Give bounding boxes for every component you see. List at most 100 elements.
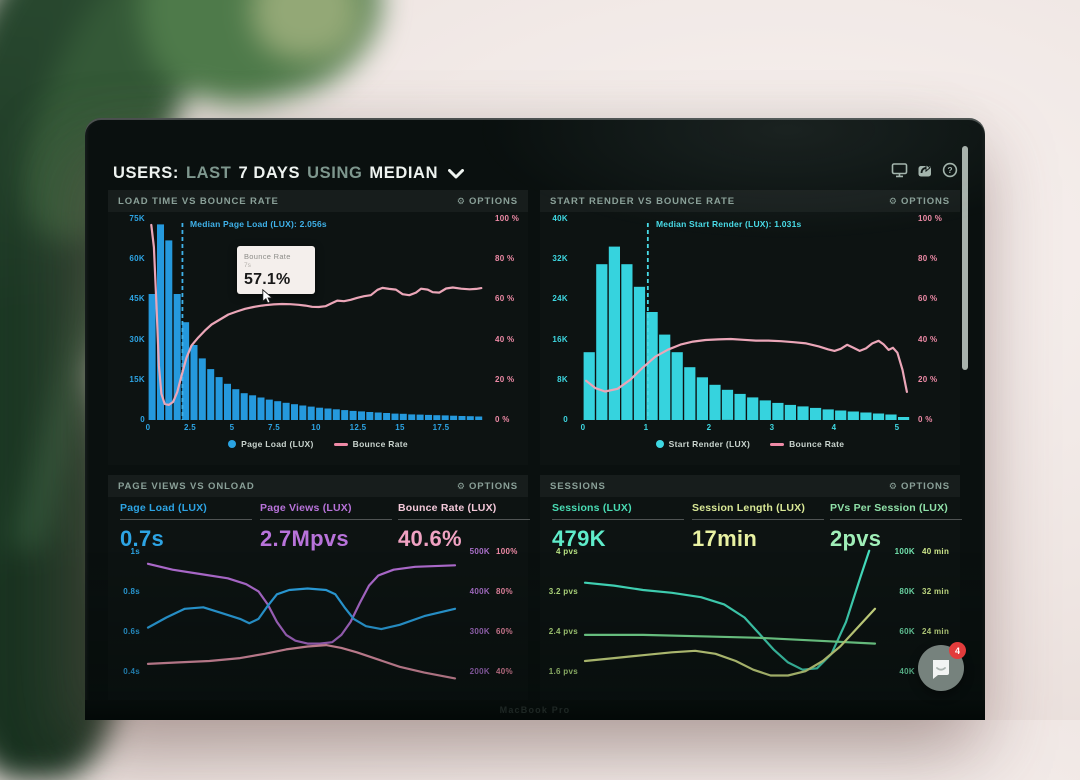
median-annotation: Median Start Render (LUX): 1.031s xyxy=(656,219,802,229)
y-axis-tick: 80% xyxy=(496,587,513,596)
x-axis-tick: 5 xyxy=(894,423,900,432)
chart-legend: Page Load (LUX) Bounce Rate xyxy=(108,439,528,449)
gear-icon: ⚙ xyxy=(456,480,465,491)
header-range: 7 DAYS xyxy=(238,163,301,182)
y-axis-tick: 60 % xyxy=(495,294,515,303)
x-axis-tick: 2 xyxy=(706,423,712,432)
y-axis-tick: 20 % xyxy=(495,375,515,384)
header-using: USING xyxy=(307,163,363,182)
y-axis-tick: 1s xyxy=(130,547,140,556)
start-render-histogram[interactable] xyxy=(540,190,960,465)
hover-tooltip: Bounce Rate 7s 57.1% xyxy=(237,246,315,294)
chart-legend: Start Render (LUX) Bounce Rate xyxy=(540,439,960,449)
x-axis-tick: 15 xyxy=(395,423,405,432)
y-axis-tick: 0 xyxy=(563,415,568,424)
y-axis-tick: 4 pvs xyxy=(556,547,578,556)
options-button[interactable]: ⚙ OPTIONS xyxy=(888,480,950,492)
help-icon[interactable]: ? xyxy=(942,162,958,178)
panel-page-views-vs-onload: PAGE VIEWS VS ONLOAD ⚙ OPTIONS Page Load… xyxy=(108,475,530,700)
panel-title: PAGE VIEWS VS ONLOAD xyxy=(118,480,255,492)
y-axis-tick: 300K xyxy=(469,627,490,636)
share-icon[interactable] xyxy=(917,162,933,178)
panel-title: SESSIONS xyxy=(550,480,606,492)
y-axis-tick: 20 % xyxy=(918,375,938,384)
legend-dot-icon xyxy=(655,440,664,448)
gear-icon: ⚙ xyxy=(888,480,897,491)
y-axis-tick: 45K xyxy=(129,294,145,303)
panel-sessions: SESSIONS ⚙ OPTIONS Sessions (LUX) 479K S… xyxy=(540,475,962,700)
y-axis-tick: 40K xyxy=(899,667,915,676)
y-axis-tick: 30K xyxy=(129,335,145,344)
legend-dot-icon xyxy=(228,440,237,448)
y-axis-tick: 8K xyxy=(557,375,568,384)
x-axis-tick: 7.5 xyxy=(267,423,281,432)
y-axis-tick: 80 % xyxy=(495,254,515,263)
y-axis-tick: 0.6s xyxy=(123,627,140,636)
y-axis-tick: 80K xyxy=(899,587,915,596)
x-axis-tick: 12.5 xyxy=(349,423,367,432)
y-axis-tick: 24K xyxy=(552,294,568,303)
panel-load-time-vs-bounce-rate: LOAD TIME VS BOUNCE RATE ⚙ OPTIONS 75K 6… xyxy=(108,190,528,465)
y-axis-tick: 16K xyxy=(552,335,568,344)
dashboard-screen: USERS: LAST 7 DAYS USING MEDIAN ? xyxy=(97,124,973,700)
metric-bounce-rate: Bounce Rate (LUX) 40.6% xyxy=(398,502,530,552)
y-axis-tick: 40 min xyxy=(922,547,950,556)
y-axis-tick: 0 xyxy=(140,415,145,424)
scrollbar[interactable] xyxy=(962,146,968,370)
y-axis-tick: 500K xyxy=(469,547,490,556)
options-button[interactable]: ⚙ OPTIONS xyxy=(456,480,518,492)
x-axis-tick: 0 xyxy=(580,423,586,432)
gear-icon: ⚙ xyxy=(888,195,897,206)
y-axis-tick: 40 % xyxy=(918,335,938,344)
y-axis-tick: 40% xyxy=(496,667,513,676)
panel-start-render-vs-bounce-rate: START RENDER VS BOUNCE RATE ⚙ OPTIONS 40… xyxy=(540,190,960,465)
x-axis-tick: 5 xyxy=(229,423,235,432)
laptop-bezel: MacBook Pro xyxy=(85,700,985,720)
options-button[interactable]: ⚙ OPTIONS xyxy=(456,195,518,207)
y-axis-tick: 100% xyxy=(496,547,518,556)
y-axis-tick: 1.6 pvs xyxy=(548,667,578,676)
y-axis-tick: 32 min xyxy=(922,587,950,596)
x-axis-tick: 0 xyxy=(145,423,151,432)
x-axis-tick: 2.5 xyxy=(183,423,197,432)
x-axis-tick: 4 xyxy=(831,423,837,432)
options-button[interactable]: ⚙ OPTIONS xyxy=(888,195,950,207)
svg-text:?: ? xyxy=(947,165,952,175)
chat-bubble-icon xyxy=(933,660,949,679)
median-annotation: Median Page Load (LUX): 2.056s xyxy=(190,219,327,229)
chat-support-button[interactable]: 4 xyxy=(918,642,966,691)
y-axis-tick: 0.8s xyxy=(123,587,140,596)
x-axis-tick: 3 xyxy=(769,423,775,432)
panel-title: START RENDER VS BOUNCE RATE xyxy=(550,195,735,207)
x-axis-tick: 17.5 xyxy=(432,423,450,432)
y-axis-tick: 0 % xyxy=(495,415,510,424)
chat-unread-badge: 4 xyxy=(949,642,966,659)
header-range-dim: LAST xyxy=(185,163,232,182)
mouse-cursor-icon xyxy=(262,289,273,304)
y-axis-tick: 100K xyxy=(894,547,915,556)
y-axis-tick: 75K xyxy=(129,214,145,223)
metric-session-length: Session Length (LUX) 17min xyxy=(692,502,824,552)
y-axis-tick: 60K xyxy=(129,254,145,263)
page-views-line-chart[interactable] xyxy=(108,475,528,700)
y-axis-tick: 0.4s xyxy=(123,667,140,676)
y-axis-tick: 100 % xyxy=(495,214,520,223)
y-axis-tick: 400K xyxy=(469,587,490,596)
header-prefix: USERS: xyxy=(113,163,179,182)
panel-title: LOAD TIME VS BOUNCE RATE xyxy=(118,195,279,207)
sessions-line-chart[interactable] xyxy=(540,475,960,700)
y-axis-tick: 40 % xyxy=(495,335,515,344)
y-axis-tick: 32K xyxy=(552,254,568,263)
load-time-histogram[interactable] xyxy=(108,190,528,465)
metric-page-views: Page Views (LUX) 2.7Mpvs xyxy=(260,502,392,552)
y-axis-tick: 24 min xyxy=(922,627,950,636)
chevron-down-icon xyxy=(448,169,465,179)
y-axis-tick: 2.4 pvs xyxy=(548,627,578,636)
filter-dropdown[interactable]: USERS: LAST 7 DAYS USING MEDIAN xyxy=(113,160,465,186)
x-axis-tick: 1 xyxy=(643,423,649,432)
display-icon[interactable] xyxy=(891,162,908,178)
x-axis-tick: 10 xyxy=(311,423,321,432)
metric-sessions: Sessions (LUX) 479K xyxy=(552,502,684,552)
y-axis-tick: 200K xyxy=(469,667,490,676)
y-axis-tick: 100 % xyxy=(918,214,943,223)
